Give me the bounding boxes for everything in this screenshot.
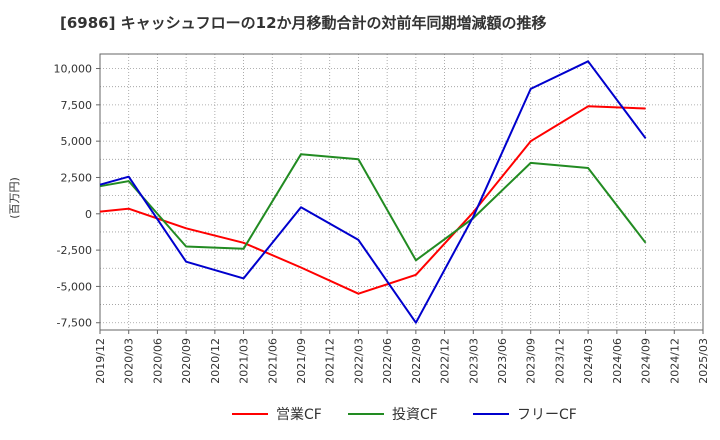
y-tick-label: 0 (85, 208, 92, 221)
legend-label-2: フリーCF (517, 407, 577, 423)
x-tick-label: 2022/06 (381, 338, 394, 384)
x-tick-label: 2022/12 (439, 338, 452, 384)
x-tick-label: 2024/09 (640, 338, 653, 384)
series-line-2 (99, 60, 647, 324)
x-tick-label: 2020/12 (209, 338, 222, 384)
legend: 営業CF 投資CF フリーCF (232, 407, 577, 423)
y-tick-label: 2,500 (61, 171, 93, 184)
x-tick-label: 2024/06 (611, 338, 624, 384)
y-tick-label: 7,500 (61, 99, 93, 112)
x-tick-label: 2021/09 (295, 338, 308, 384)
x-tick-label: 2019/12 (94, 338, 107, 384)
grid (99, 54, 704, 330)
x-tick-label: 2021/03 (238, 338, 251, 384)
x-tick-label: 2022/09 (410, 338, 423, 384)
plot-area-border (99, 53, 704, 331)
x-tick-label: 2024/12 (668, 338, 681, 384)
x-tick-label: 2021/06 (266, 338, 279, 384)
x-tick-label: 2023/06 (496, 338, 509, 384)
y-axis-label: (百万円) (8, 177, 21, 219)
x-tick-label: 2024/03 (582, 338, 595, 384)
x-tick-label: 2020/03 (123, 338, 136, 384)
x-tick-label: 2020/06 (151, 338, 164, 384)
x-tick-label: 2025/03 (697, 338, 710, 384)
series-line-0 (99, 105, 646, 295)
y-tick-label: 5,000 (61, 135, 93, 148)
y-axis: 10,000 7,500 5,000 2,500 0 -2,500 -5,000 -7,500 (54, 63, 100, 330)
legend-label-1: 投資CF (392, 407, 438, 423)
y-tick-label: -5,000 (57, 280, 92, 293)
x-axis: 2019/12 2020/03 2020/06 2020/09 2020/12 2021/… (94, 330, 710, 384)
plot-frame (99, 53, 704, 331)
legend-label-0: 営業CF (276, 407, 322, 423)
x-tick-label: 2023/03 (467, 338, 480, 384)
series-lines (99, 60, 647, 324)
chart-title: [6986] キャッシュフローの12か月移動合計の対前年同期増減額の推移 (60, 14, 547, 32)
x-tick-label: 2021/12 (324, 338, 337, 384)
y-tick-label: -2,500 (57, 244, 92, 257)
x-tick-label: 2022/03 (352, 338, 365, 384)
series-line-1 (99, 153, 647, 262)
y-tick-label: -7,500 (57, 317, 92, 330)
x-tick-label: 2023/12 (553, 338, 566, 384)
x-tick-label: 2020/09 (180, 338, 193, 384)
y-tick-label: 10,000 (54, 63, 93, 76)
x-tick-label: 2023/09 (525, 338, 538, 384)
